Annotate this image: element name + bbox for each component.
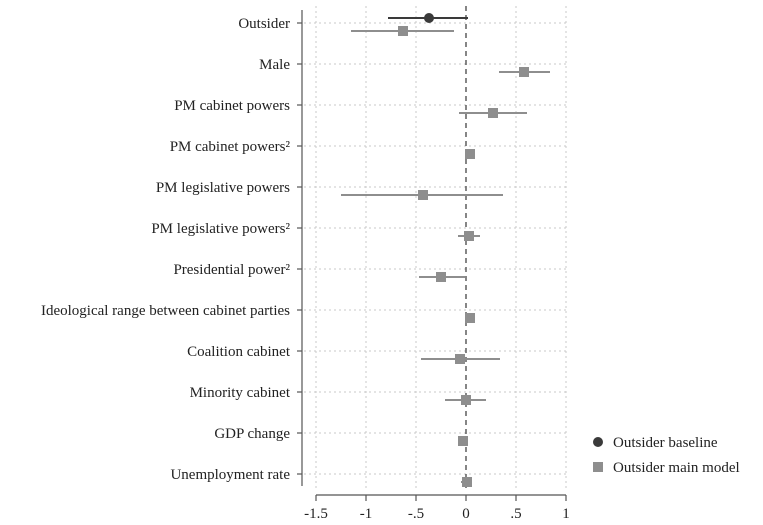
grid — [304, 6, 568, 490]
main-model-point-estimate — [398, 26, 408, 36]
legend-label: Outsider main model — [613, 460, 740, 476]
main-model-point-estimate — [461, 395, 471, 405]
main-model-point-estimate — [464, 231, 474, 241]
category-label: PM legislative powers² — [151, 221, 290, 237]
axes — [297, 10, 566, 496]
legend-label: Outsider baseline — [613, 435, 718, 451]
x-tick-label: 1 — [562, 506, 570, 522]
main-model-point-estimate — [436, 272, 446, 282]
category-label: Ideological range between cabinet partie… — [41, 303, 290, 319]
main-model-point-estimate — [465, 149, 475, 159]
legend: Outsider baseline Outsider main model — [593, 435, 740, 476]
category-label: Presidential power² — [173, 262, 290, 278]
category-label: Coalition cabinet — [187, 344, 291, 360]
category-label: Male — [259, 57, 290, 73]
x-axis-ticks: -1.5 -1 -.5 0 .5 1 — [304, 495, 570, 522]
x-tick-label: -1 — [360, 506, 373, 522]
main-model-point-estimate — [458, 436, 468, 446]
main-model-point-estimate — [465, 313, 475, 323]
category-label: Outsider — [238, 16, 290, 32]
x-tick-label: 0 — [462, 506, 470, 522]
category-label: Minority cabinet — [190, 385, 291, 401]
x-tick-label: -1.5 — [304, 506, 328, 522]
data-marks — [341, 13, 550, 487]
category-labels: Outsider Male PM cabinet powers PM cabinet … — [41, 16, 291, 483]
baseline-point-estimate — [424, 13, 434, 23]
main-model-point-estimate — [519, 67, 529, 77]
main-model-point-estimate — [462, 477, 472, 487]
category-label: PM cabinet powers — [174, 98, 290, 114]
x-tick-label: .5 — [510, 506, 521, 522]
legend-main-model-marker — [593, 462, 603, 472]
legend-baseline-marker — [593, 437, 603, 447]
category-label: GDP change — [214, 426, 290, 442]
x-tick-label: -.5 — [408, 506, 424, 522]
category-label: PM cabinet powers² — [170, 139, 291, 155]
main-model-point-estimate — [418, 190, 428, 200]
category-label: Unemployment rate — [170, 467, 290, 483]
main-model-point-estimate — [488, 108, 498, 118]
category-label: PM legislative powers — [156, 180, 290, 196]
main-model-point-estimate — [455, 354, 465, 364]
